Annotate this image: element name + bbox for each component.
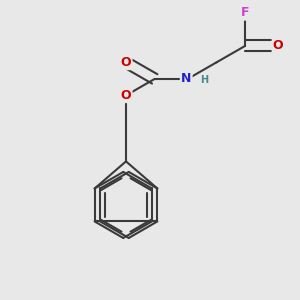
Text: F: F <box>241 6 249 20</box>
Text: O: O <box>121 89 131 102</box>
Text: O: O <box>273 39 283 52</box>
Text: H: H <box>200 75 208 85</box>
Text: N: N <box>181 72 191 86</box>
Text: O: O <box>121 56 131 69</box>
